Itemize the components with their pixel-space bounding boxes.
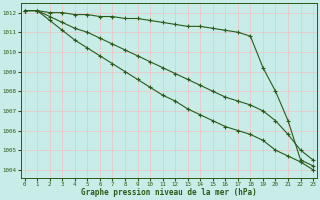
- X-axis label: Graphe pression niveau de la mer (hPa): Graphe pression niveau de la mer (hPa): [81, 188, 257, 197]
